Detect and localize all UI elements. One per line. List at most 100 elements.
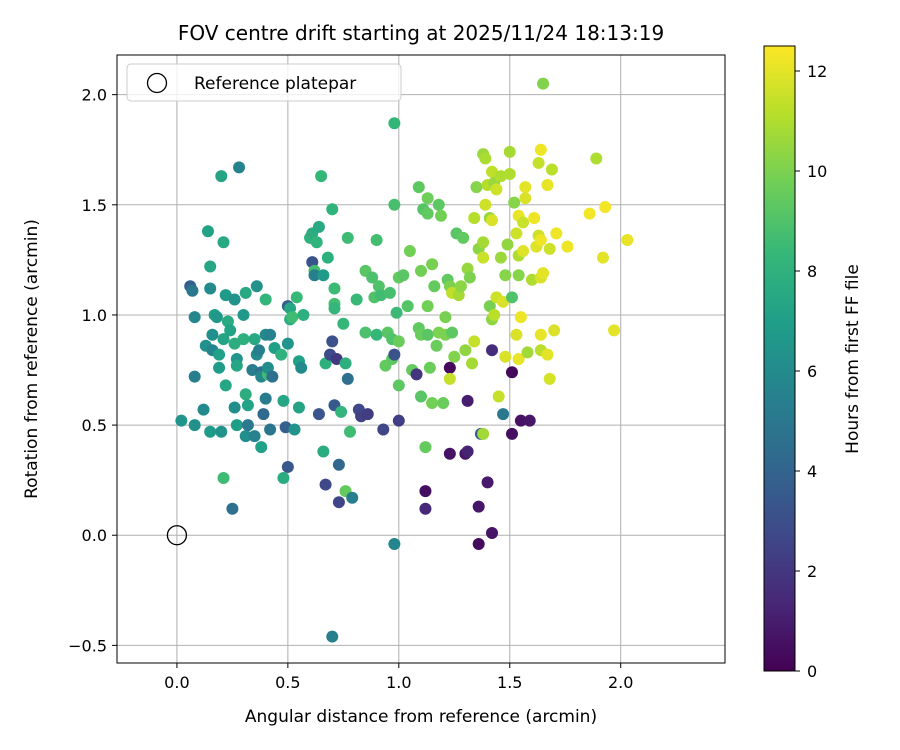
data-point bbox=[321, 251, 334, 264]
data-points bbox=[166, 77, 634, 643]
data-point bbox=[288, 423, 301, 436]
data-point bbox=[443, 372, 456, 385]
data-point bbox=[512, 353, 525, 365]
y-tick-label: 0.0 bbox=[82, 526, 107, 545]
data-point bbox=[419, 441, 432, 454]
data-point bbox=[415, 390, 427, 403]
data-point bbox=[468, 335, 481, 348]
data-point bbox=[377, 423, 390, 436]
y-tick-label: 2.0 bbox=[82, 86, 107, 105]
data-point bbox=[534, 143, 547, 156]
data-point bbox=[239, 430, 252, 443]
y-axis-ticks: −0.5 0.0 0.5 1.0 1.5 2.0 bbox=[68, 86, 117, 655]
data-point bbox=[486, 344, 499, 357]
data-point bbox=[332, 496, 345, 509]
data-point bbox=[326, 630, 339, 643]
data-point bbox=[228, 293, 241, 306]
data-point bbox=[583, 207, 596, 220]
data-point bbox=[505, 427, 518, 440]
data-point bbox=[330, 353, 343, 365]
data-point bbox=[204, 425, 217, 438]
data-point bbox=[359, 326, 372, 339]
data-point bbox=[403, 245, 416, 258]
data-point bbox=[534, 234, 547, 247]
data-point bbox=[543, 242, 556, 255]
data-point bbox=[201, 225, 214, 238]
data-point bbox=[266, 370, 279, 383]
data-point bbox=[388, 348, 401, 361]
data-point bbox=[388, 117, 401, 130]
data-point bbox=[519, 181, 532, 194]
data-point bbox=[463, 271, 476, 284]
data-point bbox=[361, 408, 374, 421]
data-point bbox=[217, 471, 230, 484]
data-point bbox=[459, 344, 472, 357]
data-point bbox=[392, 414, 405, 427]
data-point bbox=[292, 401, 305, 414]
data-point bbox=[277, 394, 290, 407]
data-point bbox=[337, 317, 350, 330]
data-point bbox=[537, 77, 550, 90]
data-point bbox=[608, 324, 621, 337]
data-point bbox=[421, 192, 434, 205]
colorbar-label: Hours from first FF file bbox=[843, 264, 863, 454]
data-point bbox=[237, 333, 250, 346]
data-point bbox=[446, 326, 459, 339]
data-point bbox=[388, 538, 401, 551]
data-point bbox=[512, 269, 525, 282]
data-point bbox=[596, 251, 609, 264]
data-point bbox=[521, 346, 534, 359]
data-point bbox=[350, 293, 363, 306]
data-point bbox=[519, 192, 532, 205]
x-tick-label: 0.5 bbox=[275, 673, 300, 692]
data-point bbox=[188, 311, 201, 324]
y-axis-label: Rotation from reference (arcmin) bbox=[22, 219, 42, 499]
data-point bbox=[175, 414, 188, 427]
data-point bbox=[204, 260, 217, 273]
colorbar-tick-label: 12 bbox=[807, 62, 827, 81]
data-point bbox=[388, 198, 401, 211]
data-point bbox=[341, 231, 354, 244]
data-point bbox=[499, 269, 512, 282]
data-point bbox=[308, 269, 321, 282]
data-point bbox=[428, 280, 441, 293]
data-point bbox=[494, 251, 507, 264]
data-point bbox=[259, 293, 272, 306]
data-point bbox=[186, 284, 199, 297]
grid bbox=[117, 55, 725, 663]
data-point bbox=[561, 240, 574, 253]
data-point bbox=[501, 238, 514, 251]
data-point bbox=[432, 198, 445, 211]
data-point bbox=[206, 328, 219, 341]
x-tick-label: 1.0 bbox=[386, 673, 411, 692]
data-point bbox=[505, 291, 518, 304]
data-point bbox=[528, 212, 541, 225]
data-point bbox=[537, 267, 550, 280]
data-point bbox=[328, 282, 341, 295]
data-point bbox=[326, 335, 339, 348]
data-point bbox=[250, 280, 263, 293]
y-tick-label: −0.5 bbox=[68, 636, 107, 655]
data-point bbox=[332, 458, 345, 471]
y-tick-label: 1.5 bbox=[82, 196, 107, 215]
data-point bbox=[219, 379, 232, 392]
data-point bbox=[297, 308, 310, 321]
data-point bbox=[545, 163, 558, 176]
data-point bbox=[419, 485, 432, 498]
data-point bbox=[237, 308, 250, 321]
colorbar-tick-label: 8 bbox=[807, 262, 817, 281]
data-point bbox=[228, 337, 241, 350]
data-point bbox=[479, 198, 492, 211]
data-point bbox=[510, 227, 523, 240]
data-point bbox=[419, 502, 432, 515]
data-point bbox=[434, 209, 447, 222]
data-point bbox=[286, 311, 299, 324]
data-point bbox=[437, 397, 450, 410]
data-point bbox=[457, 231, 470, 244]
data-point bbox=[517, 245, 530, 258]
data-point bbox=[343, 425, 356, 438]
data-point bbox=[346, 491, 359, 504]
data-point bbox=[486, 165, 499, 178]
data-point bbox=[197, 403, 210, 416]
